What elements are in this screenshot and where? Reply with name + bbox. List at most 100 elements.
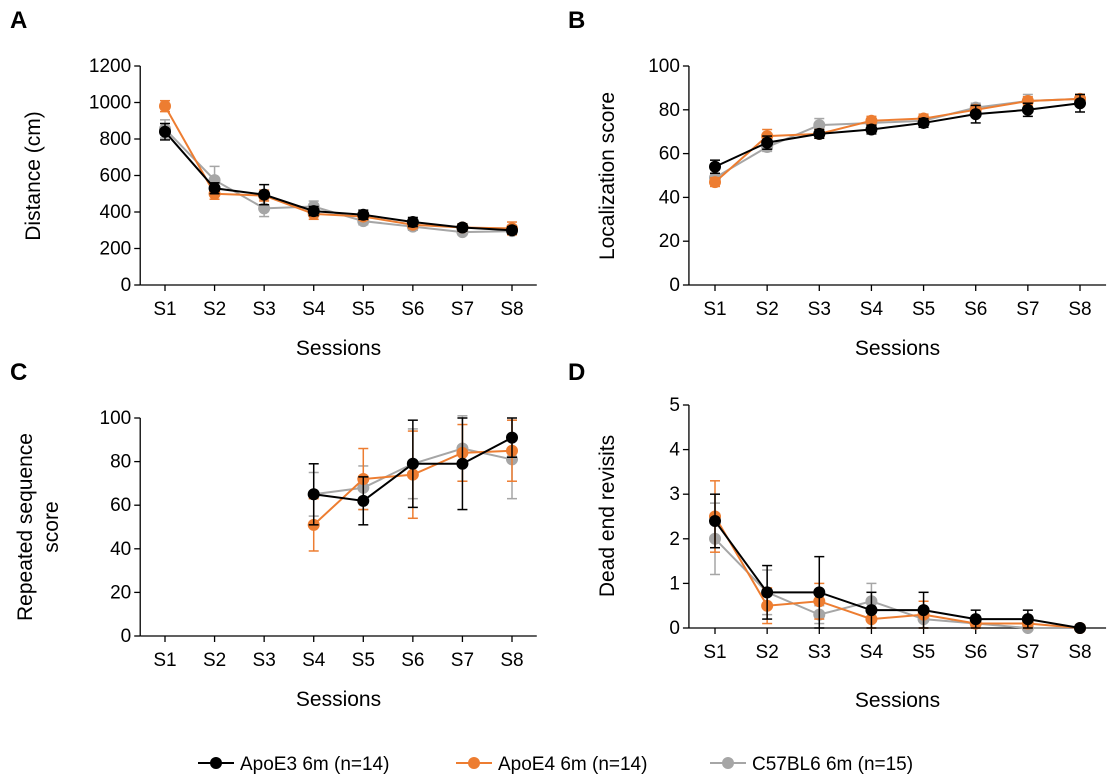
- y-axis-title-line: Repeated sequence: [14, 433, 37, 621]
- series-line: [714, 520, 1081, 629]
- x-tick-label: S1: [703, 642, 726, 663]
- data-point: [307, 488, 320, 501]
- series-line: [164, 131, 513, 232]
- x-tick-label: S1: [153, 299, 176, 320]
- y-tick-label: 5: [669, 395, 680, 416]
- legend-marker: [210, 757, 222, 769]
- data-point: [709, 160, 721, 173]
- y-tick-label: 3: [669, 484, 680, 505]
- data-point: [813, 586, 826, 599]
- panel-letter-c: C: [10, 359, 27, 386]
- y-tick-label: 600: [100, 166, 132, 187]
- data-point: [1021, 103, 1034, 116]
- y-tick-label: 800: [100, 129, 132, 150]
- data-point: [709, 514, 721, 527]
- x-axis-title: Sessions: [855, 689, 940, 712]
- panel-letter-b: B: [568, 7, 585, 34]
- panel-a: A 0 200 400 600 800 1000 1200 S1 S2 S3 S4 S5 S6 S7 S8 S…: [10, 7, 537, 360]
- y-tick-label: 20: [110, 582, 131, 603]
- data-point: [709, 176, 721, 189]
- y-axis-title: Distance (cm): [22, 111, 45, 241]
- y-tick-label: 4: [669, 440, 680, 461]
- data-point: [456, 457, 469, 470]
- y-tick-label: 100: [648, 56, 680, 77]
- data-point: [969, 613, 982, 626]
- y-tick-label: 1200: [89, 56, 131, 77]
- y-tick-label: 60: [659, 144, 680, 165]
- y-tick-label: 1: [669, 573, 680, 594]
- series-0: [159, 122, 518, 237]
- data-point: [506, 224, 518, 237]
- y-axis-title: Dead end revisits: [596, 435, 619, 597]
- data-point: [406, 457, 419, 470]
- y-tick-label: 40: [659, 187, 680, 208]
- data-point: [506, 431, 518, 444]
- x-tick-label: S2: [756, 299, 779, 320]
- x-tick-label: S8: [500, 299, 523, 320]
- data-point: [865, 114, 878, 127]
- y-tick-label: 200: [100, 239, 132, 260]
- data-point: [208, 182, 221, 195]
- x-axis-title: Sessions: [296, 337, 381, 360]
- data-point: [1021, 95, 1034, 108]
- data-point: [813, 119, 826, 132]
- y-tick-label: 20: [659, 231, 680, 252]
- y-tick-label: 0: [121, 626, 132, 647]
- x-tick-label: S6: [401, 299, 424, 320]
- x-tick-label: S5: [912, 299, 935, 320]
- data-point: [1074, 622, 1086, 634]
- series-line: [714, 102, 1081, 168]
- panel-letter-a: A: [10, 7, 27, 34]
- y-tick-label: 100: [100, 408, 132, 429]
- legend-label: ApoE4 6m (n=14): [498, 754, 647, 775]
- data-point: [761, 586, 774, 599]
- y-axis-title: Localization score: [596, 92, 619, 260]
- y-tick-label: 60: [110, 495, 131, 516]
- y-tick-label: 0: [121, 275, 132, 296]
- data-point: [761, 136, 774, 149]
- series-line: [714, 97, 1081, 183]
- y-tick-label: 0: [669, 275, 680, 296]
- y-tick-label: 80: [659, 100, 680, 121]
- data-point: [813, 127, 826, 140]
- x-tick-label: S2: [756, 642, 779, 663]
- x-tick-label: S6: [964, 299, 987, 320]
- data-point: [969, 108, 982, 121]
- data-point: [357, 494, 370, 507]
- y-tick-label: 40: [110, 539, 131, 560]
- x-tick-label: S7: [451, 650, 474, 671]
- y-tick-label: 2: [669, 529, 680, 550]
- series-line: [164, 105, 513, 230]
- data-point: [258, 188, 271, 201]
- x-tick-label: S2: [203, 650, 226, 671]
- series-0: [307, 417, 518, 526]
- x-tick-label: S8: [1068, 642, 1091, 663]
- x-tick-label: S1: [153, 650, 176, 671]
- x-tick-label: S8: [1068, 299, 1091, 320]
- data-point: [1074, 97, 1086, 110]
- series-line: [714, 515, 1081, 629]
- y-tick-label: 0: [669, 618, 680, 639]
- legend-label: C57BL6 6m (n=15): [752, 754, 913, 775]
- x-tick-label: S6: [964, 642, 987, 663]
- panel-b: B 0 20 40 60 80 100 S1 S2 S3 S4 S5 S6 S7 S8 Sessions Lo…: [568, 7, 1107, 360]
- legend: ApoE3 6m (n=14) ApoE4 6m (n=14) C57BL6 6m …: [198, 754, 913, 775]
- x-tick-label: S7: [1016, 299, 1039, 320]
- legend-label: ApoE3 6m (n=14): [240, 754, 389, 775]
- x-tick-label: S5: [912, 642, 935, 663]
- data-point: [1021, 613, 1034, 626]
- x-tick-label: S4: [860, 642, 884, 663]
- series-0: [709, 93, 1086, 175]
- x-tick-label: S7: [1016, 642, 1039, 663]
- x-tick-label: S4: [860, 299, 884, 320]
- data-point: [917, 116, 930, 129]
- x-axis-title: Sessions: [855, 337, 940, 360]
- x-tick-label: S4: [302, 299, 326, 320]
- data-point: [456, 221, 469, 234]
- data-point: [406, 216, 419, 229]
- data-point: [865, 604, 878, 617]
- series-0: [709, 493, 1086, 634]
- panel-letter-d: D: [568, 359, 585, 386]
- x-tick-label: S3: [808, 642, 831, 663]
